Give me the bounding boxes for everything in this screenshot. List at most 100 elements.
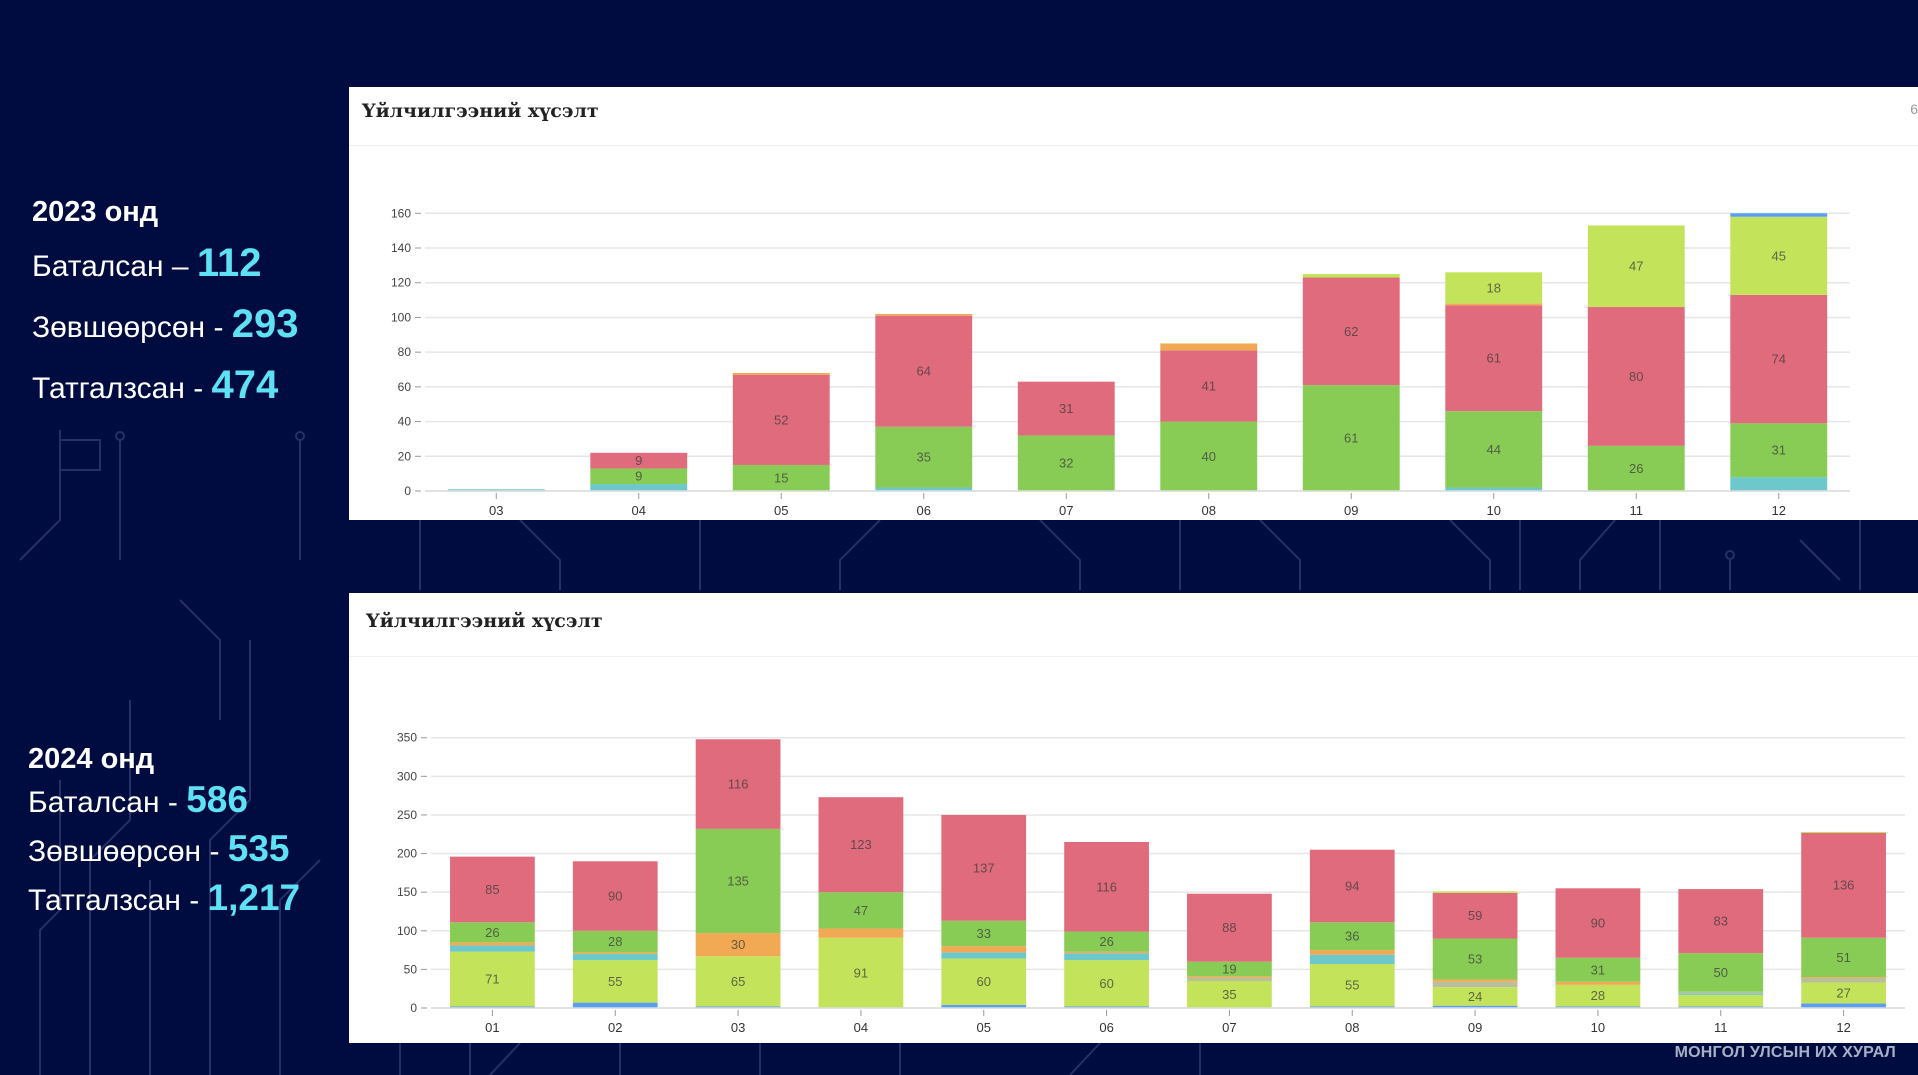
data-label: 36 xyxy=(1345,929,1359,944)
bar-segment-red xyxy=(1302,277,1400,386)
x-tick-label: 11 xyxy=(1714,1020,1728,1035)
bar-segment-cyan xyxy=(450,945,535,952)
stats-2024: 2024 онд Баталсан - 586 Зөвшөөрсөн - 535… xyxy=(28,743,300,927)
bar-segment-extra xyxy=(1801,831,1886,833)
y-tick-label: 100 xyxy=(397,924,417,938)
rejected-count: 474 xyxy=(211,363,279,407)
bar-segment-red xyxy=(1678,889,1764,954)
bar-segment-red xyxy=(818,797,904,893)
bar-segment-cyan xyxy=(590,484,688,491)
data-label: 15 xyxy=(774,470,788,485)
bar-segment-red xyxy=(1160,350,1258,422)
bar-segment-green xyxy=(1160,421,1258,491)
bar-segment-red xyxy=(1017,381,1115,436)
data-label: 123 xyxy=(850,837,872,852)
bar-segment-lime xyxy=(1187,980,1272,1008)
bar-segment-lime xyxy=(1064,960,1149,1007)
bar-segment-red xyxy=(1309,849,1395,923)
bar-segment-blue xyxy=(1730,213,1828,217)
data-label: 83 xyxy=(1714,914,1728,929)
data-label: 60 xyxy=(977,974,991,989)
bar-segment-cyan xyxy=(572,953,658,961)
data-label: 55 xyxy=(1345,978,1359,993)
bar-segment-orange xyxy=(818,928,904,938)
bar-segment-cyan xyxy=(1678,993,1764,995)
permitted-count: 293 xyxy=(231,302,299,346)
year-label: 2023 онд xyxy=(32,196,159,228)
bar-segment-blue xyxy=(450,1006,535,1008)
bar-segment-orange xyxy=(1187,976,1272,978)
bar-segment-cyan xyxy=(447,489,545,491)
y-tick-label: 80 xyxy=(398,345,412,359)
bar-segment-lime xyxy=(1678,994,1764,1007)
x-tick-label: 12 xyxy=(1772,503,1786,518)
chart-card-2024: Үйлчилгээний хүсэлт 0 50 100 150 200 250 300 35… xyxy=(349,593,1918,1043)
data-label: 55 xyxy=(608,974,622,989)
x-tick-label: 03 xyxy=(731,1020,745,1035)
chart-title: Үйлчилгээний хүсэлт xyxy=(366,610,603,632)
data-label: 33 xyxy=(977,926,991,941)
data-label: 90 xyxy=(608,889,622,904)
approved-count: 112 xyxy=(196,241,262,285)
data-label: 85 xyxy=(485,882,499,897)
data-label: 9 xyxy=(635,453,642,468)
bar-segment-green xyxy=(1678,953,1764,992)
permitted-count: 535 xyxy=(227,828,290,869)
data-label: 88 xyxy=(1222,920,1236,935)
data-label: 64 xyxy=(917,364,931,379)
data-label: 135 xyxy=(727,873,749,888)
header-divider xyxy=(349,656,1918,657)
y-tick-label: 120 xyxy=(391,276,411,290)
bar-segment-blue xyxy=(1555,1006,1641,1008)
data-label: 74 xyxy=(1772,352,1786,367)
x-tick-label: 09 xyxy=(1344,503,1358,518)
bar-segment-lime xyxy=(695,956,781,1007)
data-label: 62 xyxy=(1344,324,1358,339)
bar-segment-red xyxy=(1730,294,1828,424)
x-tick-label: 09 xyxy=(1468,1020,1482,1035)
bar-segment-orange xyxy=(1160,343,1258,351)
data-label: 26 xyxy=(1099,934,1113,949)
permitted-row: Зөвшөөрсөн - 293 xyxy=(32,304,299,348)
bar-segment-extra xyxy=(1432,891,1518,893)
data-label: 27 xyxy=(1836,985,1850,1000)
bar-segment-green xyxy=(1187,961,1272,977)
x-tick-label: 10 xyxy=(1591,1020,1605,1035)
bar-segment-blue xyxy=(1309,1006,1395,1008)
bar-segment-green xyxy=(1064,931,1149,952)
data-label: 94 xyxy=(1345,878,1359,893)
bar-segment-red xyxy=(1187,893,1272,962)
bar-segment-red xyxy=(572,861,658,931)
bar-segment-blue xyxy=(1801,1003,1886,1008)
data-label: 61 xyxy=(1344,431,1358,446)
bar-segment-green xyxy=(1730,423,1828,478)
bar-segment-green xyxy=(1017,435,1115,491)
bar-segment-orange xyxy=(450,942,535,946)
bar-segment-gray xyxy=(1678,991,1764,994)
data-label: 45 xyxy=(1772,248,1786,263)
bar-segment-green xyxy=(1432,938,1518,980)
data-label: 31 xyxy=(1591,962,1605,977)
data-label: 71 xyxy=(485,972,499,987)
data-label: 28 xyxy=(1591,988,1605,1003)
data-label: 61 xyxy=(1487,351,1501,366)
data-label: 60 xyxy=(1099,976,1113,991)
data-label: 40 xyxy=(1202,449,1216,464)
data-label: 47 xyxy=(1629,259,1643,274)
bar-segment-lime xyxy=(818,937,904,1008)
bar-segment-green xyxy=(941,920,1027,947)
bar-segment-orange xyxy=(1445,303,1543,306)
rejected-row: Татгалзсан - 1,217 xyxy=(28,878,300,921)
bar-segment-blue xyxy=(1432,1005,1518,1008)
bar-segment-red xyxy=(590,452,688,469)
bar-segment-orange xyxy=(1309,950,1395,955)
data-label: 31 xyxy=(1059,401,1073,416)
bar-segment-green xyxy=(818,892,904,929)
y-tick-label: 100 xyxy=(391,310,411,324)
bar-segment-green xyxy=(1445,411,1543,488)
data-label: 59 xyxy=(1468,908,1482,923)
x-tick-label: 02 xyxy=(608,1020,622,1035)
data-label: 91 xyxy=(854,965,868,980)
data-label: 32 xyxy=(1059,456,1073,471)
